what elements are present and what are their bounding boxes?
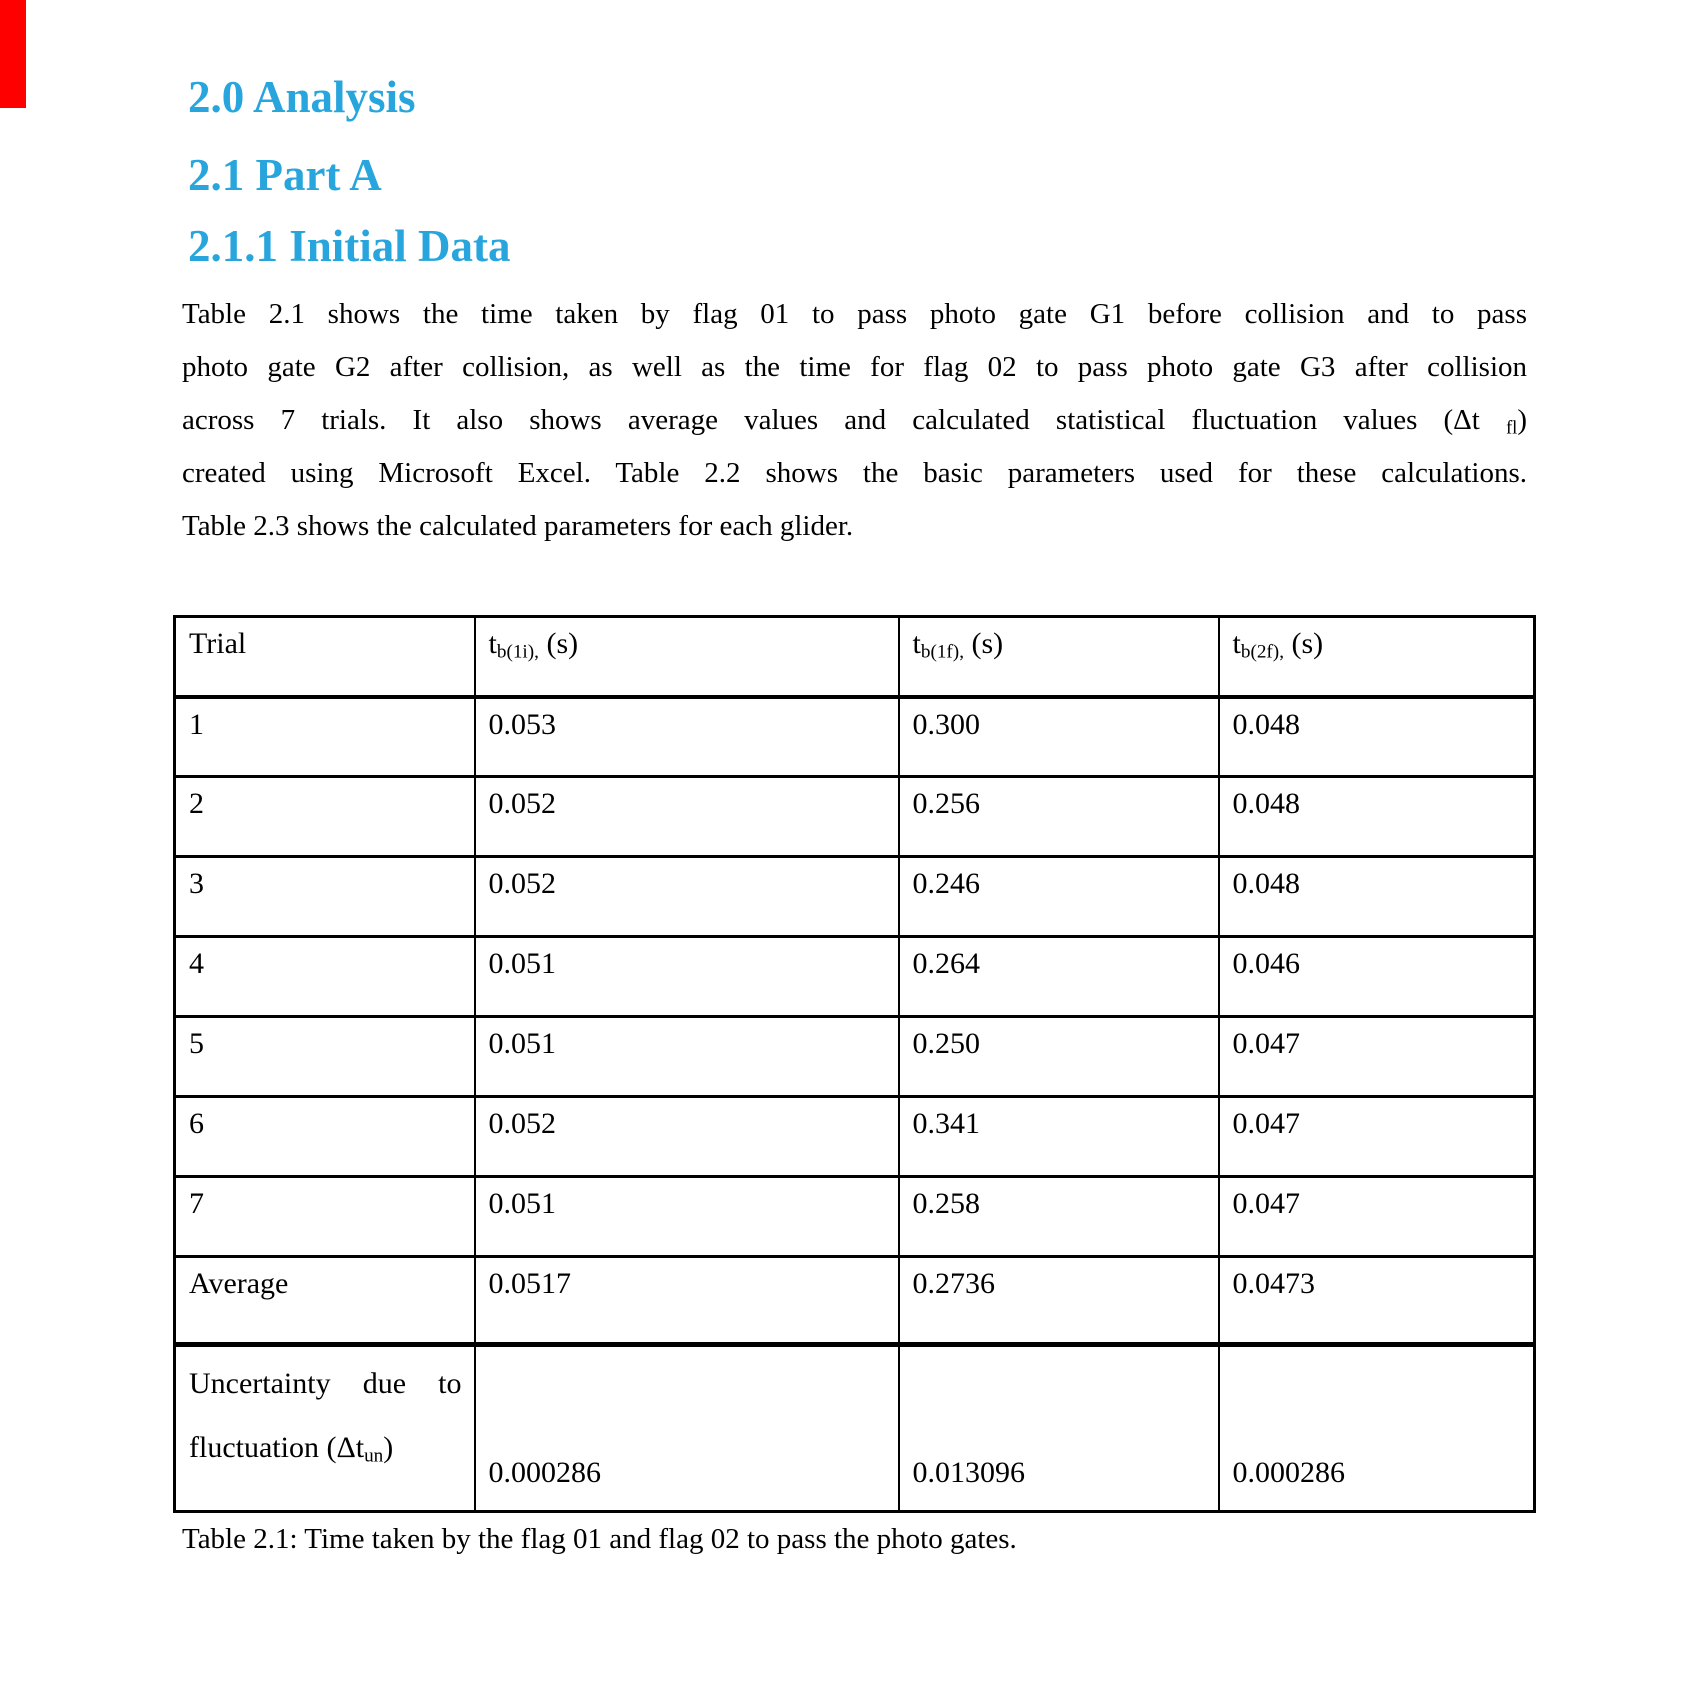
header-unit: (s) [538, 627, 579, 660]
table-row-trial-6: 6 0.052 0.341 0.047 [173, 1095, 1536, 1178]
cell-tb2f: 0.000286 [1217, 1343, 1536, 1513]
paragraph-line: across 7 trials. It also shows average v… [182, 394, 1527, 447]
column-header-trial: Trial [173, 615, 476, 699]
column-header-tb1i: tb(1i), (s) [473, 615, 900, 699]
table-caption: Table 2.1: Time taken by the flag 01 and… [182, 1523, 1017, 1555]
paragraph-text: photo gate G2 after collision, as well a… [182, 351, 1527, 383]
header-subscript: b(1f), [920, 641, 964, 663]
cell-tb1i: 0.053 [473, 695, 900, 778]
table-row-trial-5: 5 0.051 0.250 0.047 [173, 1015, 1536, 1098]
cell-trial: 3 [173, 855, 476, 938]
cell-trial: 7 [173, 1175, 476, 1258]
heading-analysis: 2.0 Analysis [188, 72, 416, 122]
red-margin-marker [0, 0, 26, 108]
subscript-un: un [364, 1445, 384, 1467]
paragraph-line: created using Microsoft Excel. Table 2.2… [182, 447, 1527, 500]
cell-tb1f: 0.258 [897, 1175, 1220, 1258]
cell-tb2f: 0.047 [1217, 1015, 1536, 1098]
subscript-fl: fl [1505, 417, 1518, 439]
cell-tb1f: 0.2736 [897, 1255, 1220, 1347]
cell-tb1f: 0.256 [897, 775, 1220, 858]
cell-tb1f: 0.300 [897, 695, 1220, 778]
paragraph-line: Table 2.1 shows the time taken by flag 0… [182, 288, 1527, 341]
uncertainty-label-text: Uncertainty due to fluctuation (Δt [189, 1367, 462, 1464]
cell-tb2f: 0.047 [1217, 1175, 1536, 1258]
paragraph-line: photo gate G2 after collision, as well a… [182, 341, 1527, 394]
header-unit: (s) [1284, 627, 1324, 660]
header-subscript: b(1i), [496, 641, 539, 663]
header-subscript: b(2f), [1240, 641, 1284, 663]
cell-tb1i: 0.052 [473, 775, 900, 858]
cell-tb1f: 0.013096 [897, 1343, 1220, 1513]
cell-tb1i: 0.051 [473, 1175, 900, 1258]
table-row-trial-7: 7 0.051 0.258 0.047 [173, 1175, 1536, 1258]
cell-tb2f: 0.0473 [1217, 1255, 1536, 1347]
table-row-trial-2: 2 0.052 0.256 0.048 [173, 775, 1536, 858]
table-row-trial-1: 1 0.053 0.300 0.048 [173, 695, 1536, 778]
cell-tb1i: 0.000286 [473, 1343, 900, 1513]
header-symbol: t [1232, 627, 1241, 660]
cell-tb2f: 0.046 [1217, 935, 1536, 1018]
table-row-trial-4: 4 0.051 0.264 0.046 [173, 935, 1536, 1018]
cell-tb2f: 0.048 [1217, 775, 1536, 858]
cell-tb1i: 0.051 [473, 1015, 900, 1098]
column-header-tb1f: tb(1f), (s) [897, 615, 1220, 699]
cell-tb2f: 0.047 [1217, 1095, 1536, 1178]
uncertainty-label-text: ) [383, 1431, 394, 1464]
header-symbol: t [912, 627, 921, 660]
paragraph-text: across 7 trials. It also shows average v… [182, 404, 1506, 436]
cell-trial: 2 [173, 775, 476, 858]
cell-tb2f: 0.048 [1217, 855, 1536, 938]
header-unit: (s) [964, 627, 1004, 660]
cell-trial: 1 [173, 695, 476, 778]
intro-paragraph: Table 2.1 shows the time taken by flag 0… [182, 288, 1527, 553]
header-symbol: t [488, 627, 497, 660]
heading-initial-data: 2.1.1 Initial Data [188, 221, 511, 271]
cell-tb1i: 0.051 [473, 935, 900, 1018]
heading-part-a: 2.1 Part A [188, 150, 382, 200]
cell-average-label: Average [173, 1255, 476, 1347]
table-row-uncertainty: Uncertainty due to fluctuation (Δtun) 0.… [173, 1343, 1536, 1513]
paragraph-text: created using Microsoft Excel. Table 2.2… [182, 457, 1527, 489]
cell-trial: 6 [173, 1095, 476, 1178]
paragraph-text: ) [1517, 404, 1527, 436]
cell-tb2f: 0.048 [1217, 695, 1536, 778]
timing-data-table: Trial tb(1i), (s) tb(1f), (s) tb(2f), (s… [173, 615, 1536, 1513]
paragraph-text: Table 2.1 shows the time taken by flag 0… [182, 298, 1527, 330]
cell-tb1i: 0.0517 [473, 1255, 900, 1347]
cell-tb1i: 0.052 [473, 855, 900, 938]
cell-tb1f: 0.341 [897, 1095, 1220, 1178]
cell-trial: 5 [173, 1015, 476, 1098]
paragraph-text: Table 2.3 shows the calculated parameter… [182, 510, 854, 542]
cell-uncertainty-label: Uncertainty due to fluctuation (Δtun) [173, 1343, 476, 1513]
paragraph-line: Table 2.3 shows the calculated parameter… [182, 500, 1527, 553]
cell-tb1f: 0.246 [897, 855, 1220, 938]
table-row-average: Average 0.0517 0.2736 0.0473 [173, 1255, 1536, 1347]
column-header-tb2f: tb(2f), (s) [1217, 615, 1536, 699]
cell-trial: 4 [173, 935, 476, 1018]
table-header-row: Trial tb(1i), (s) tb(1f), (s) tb(2f), (s… [173, 615, 1536, 699]
cell-tb1f: 0.250 [897, 1015, 1220, 1098]
table-row-trial-3: 3 0.052 0.246 0.048 [173, 855, 1536, 938]
cell-tb1f: 0.264 [897, 935, 1220, 1018]
cell-tb1i: 0.052 [473, 1095, 900, 1178]
